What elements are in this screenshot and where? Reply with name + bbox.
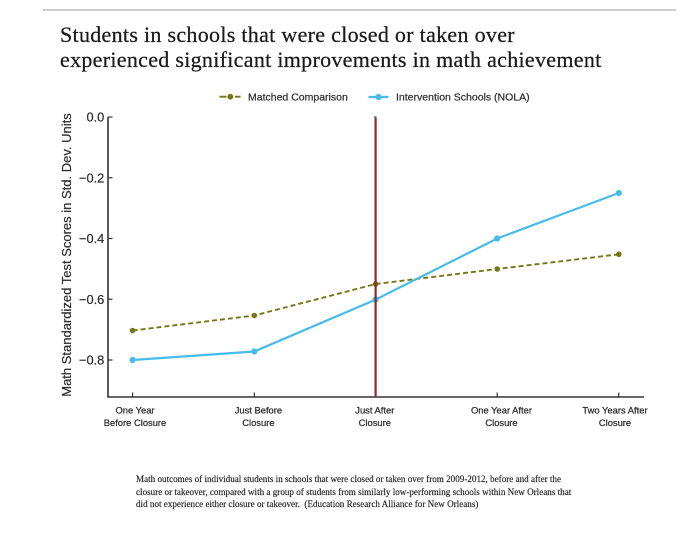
svg-text:−0.4: −0.4 [79,231,104,246]
svg-text:0.0: 0.0 [87,110,105,125]
svg-text:−0.2: −0.2 [79,170,104,185]
svg-text:Before Closure: Before Closure [104,417,167,428]
svg-text:Matched Comparison: Matched Comparison [248,92,348,104]
svg-text:Closure: Closure [599,417,631,428]
svg-text:One Year After: One Year After [471,404,532,415]
svg-text:Closure: Closure [242,417,274,428]
svg-text:Closure: Closure [485,417,517,428]
svg-text:Math Standardized Test Scores: Math Standardized Test Scores in Std. De… [59,113,74,397]
svg-text:Just After: Just After [355,404,394,415]
svg-text:Two Years After: Two Years After [582,404,647,415]
svg-text:Intervention Schools (NOLA): Intervention Schools (NOLA) [396,92,530,104]
svg-text:One Year: One Year [115,404,154,415]
svg-text:−0.6: −0.6 [79,292,104,307]
svg-text:Closure: Closure [359,417,391,428]
svg-text:Just Before: Just Before [235,404,282,415]
svg-text:−0.8: −0.8 [79,353,104,368]
